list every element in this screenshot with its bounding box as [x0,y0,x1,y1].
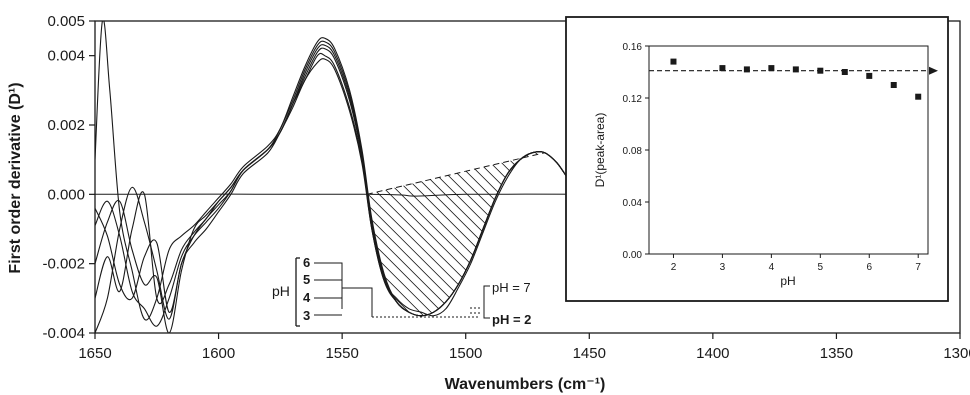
inset-y-tick-label: 0.00 [623,250,643,261]
hatch-line [366,152,485,316]
x-tick-label: 1500 [449,345,482,362]
baseline-line [95,193,592,197]
x-tick-label: 1650 [78,345,111,362]
main-plot-frame [94,20,961,334]
y-tick-label: 0.002 [47,117,85,134]
inset-point [743,66,750,73]
legend-entry-5: 5 [303,272,310,287]
inset-point [866,72,873,79]
x-tick-label: 1550 [325,345,358,362]
hatch-line [366,152,452,316]
inset-y-tick-label: 0.04 [623,198,643,209]
main-series-group [95,21,593,333]
inset-points-group [670,58,922,100]
inset-point [768,65,775,72]
ph-legend: pH 6 5 4 3 [272,255,478,327]
hatch-line [366,152,545,316]
hatch-line [366,152,529,316]
x-tick-label: 1300 [943,345,970,362]
spectrum-line-2 [95,44,593,317]
inset-point [817,67,824,74]
inset-y-tick-label: 0.12 [623,94,643,105]
y-tick-label: -0.004 [42,325,85,342]
hatch-line [366,152,545,316]
legend-connector-lines [314,262,373,317]
y-axis-title: First order derivative (D¹) [7,82,24,273]
hatch-line [366,152,507,316]
hatch-line [366,152,540,316]
main-axis-ticks: 1650 1600 1550 1500 1450 1400 1350 1300 -0.004 -0… [42,13,970,362]
hatch-line [366,152,545,316]
hatch-line [366,152,545,316]
inset-point [915,93,922,100]
hatch-line [366,152,496,316]
ph-range-annotation: pH = 7 pH = 2 [470,280,531,327]
x-tick-label: 1350 [820,345,853,362]
inset-y-axis-title: D¹(peak-area) [593,113,607,188]
inset-x-tick-label: 2 [671,262,677,273]
annotation-ph2: pH = 2 [492,312,531,327]
hatch-line [366,152,545,316]
legend-entry-3: 3 [303,308,310,323]
hatch-line [366,152,545,316]
y-tick-label: 0.000 [47,186,85,203]
y-tick-label: -0.002 [42,256,85,273]
inset-x-tick-label: 5 [818,262,824,273]
inset-y-tick-label: 0.08 [623,146,643,157]
inset-x-axis-title: pH [780,274,795,288]
spectrum-line-4 [95,21,593,321]
hatch-line [366,152,408,316]
inset-axis-ticks: 2 3 4 5 6 7 0.00 0.04 0.08 0.12 0.16 [623,42,922,273]
inset-chart: 2 3 4 5 6 7 0.00 0.04 0.08 0.12 0.16 pH D¹(peak-ar… [565,16,949,302]
hatch-line [366,152,545,316]
inset-point [841,69,848,75]
hatch-line [366,152,441,316]
inset-point [792,66,799,73]
hatch-line [366,152,463,316]
inset-reference-arrow [929,66,938,75]
annotation-ph7: pH = 7 [492,280,531,295]
x-tick-label: 1600 [202,345,235,362]
inset-point [719,65,726,72]
hatch-baseline [366,152,545,195]
inset-x-tick-label: 6 [866,262,872,273]
inset-point [670,58,677,65]
legend-ph-label: pH [272,283,290,299]
inset-x-tick-label: 3 [720,262,726,273]
hatch-line [366,152,518,316]
x-axis-title: Wavenumbers (cm⁻¹) [445,376,606,393]
spectrum-line-1 [95,52,593,327]
legend-entry-6: 6 [303,255,310,270]
y-tick-label: 0.005 [47,13,85,30]
spectrum-line-6 [95,47,593,317]
x-tick-label: 1450 [573,345,606,362]
y-tick-label: 0.004 [47,48,85,65]
legend-entry-4: 4 [303,290,311,305]
inset-y-tick-label: 0.16 [623,42,643,53]
inset-point [890,82,897,88]
inset-x-tick-label: 7 [915,262,921,273]
inset-x-tick-label: 4 [769,262,775,273]
hatch-line [366,152,474,316]
ph-annotation-bracket [483,285,490,319]
x-tick-label: 1400 [696,345,729,362]
hatch-line [366,152,545,316]
